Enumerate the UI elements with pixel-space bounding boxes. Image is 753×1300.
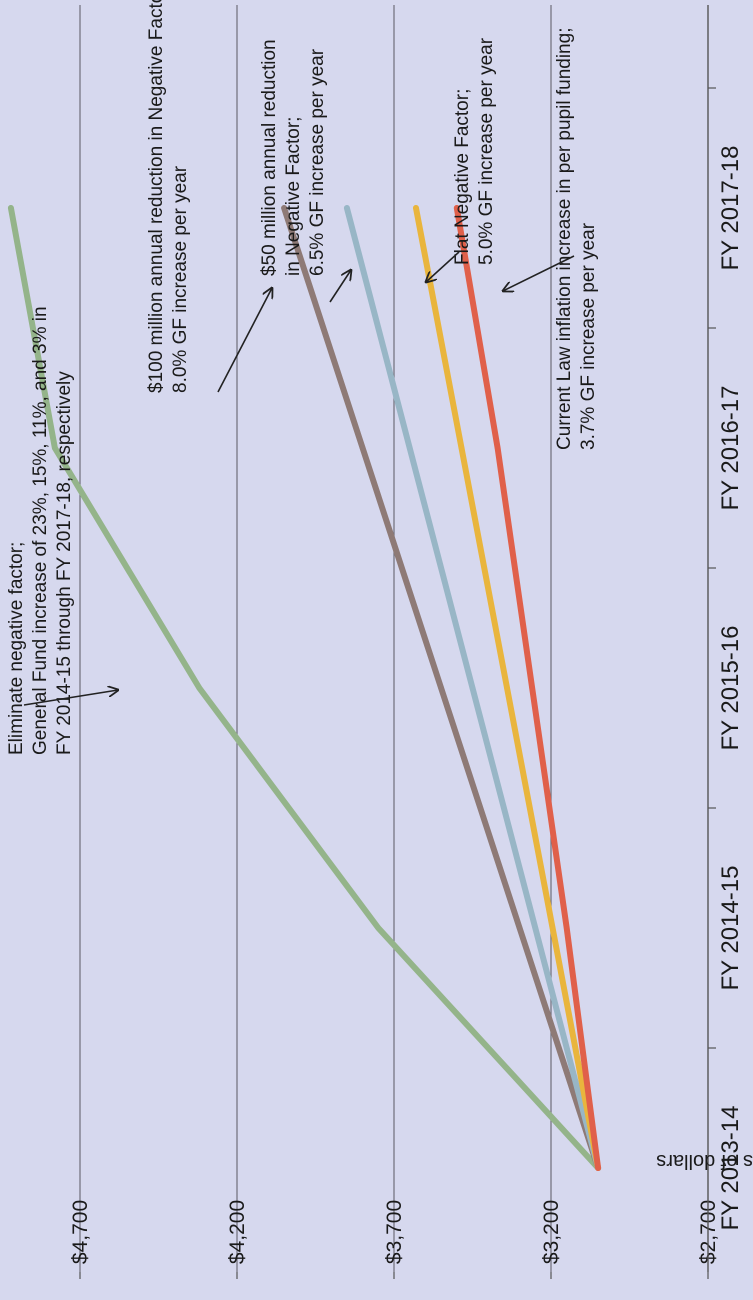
annotation-arrow-current_law (503, 255, 575, 291)
annotation-text-reduce100: $100 million annual reduction in Negativ… (146, 0, 167, 393)
data-point-reduce100 (516, 925, 523, 931)
data-point-current_law (563, 925, 570, 931)
y-tick-label: $3,200 (540, 1200, 563, 1264)
data-point-flat (504, 685, 510, 691)
annotation-text-eliminate: FY 2014-15 through FY 2017-18, respectiv… (54, 371, 75, 755)
annotation-text-eliminate: Eliminate negative factor; (6, 542, 27, 755)
annotation-text-reduce50: $50 million annual reduction (259, 39, 280, 276)
data-point-reduce100 (281, 205, 287, 211)
annotation-arrow-flat (426, 251, 460, 282)
annotation-arrow-reduce50 (329, 270, 351, 303)
data-point-eliminate (375, 925, 382, 931)
annotation-text-eliminate: General Fund increase of 23%, 15%, 11%, … (30, 306, 51, 755)
y-tick-label: $4,700 (69, 1200, 92, 1264)
data-point-eliminate (196, 685, 203, 691)
x-tick-label: FY 2013-14 (717, 1106, 744, 1231)
data-point-reduce100 (359, 445, 366, 451)
data-point-reduce50 (469, 685, 476, 691)
data-point-current_law (454, 205, 460, 211)
annotation-text-flat: Flat Negative Factor; (452, 89, 473, 265)
x-tick-label: FY 2015-16 (717, 626, 744, 751)
y-tick-label: $4,200 (226, 1200, 249, 1264)
data-point-reduce100 (438, 685, 444, 691)
x-tick-label: FY 2017-18 (717, 146, 744, 271)
data-point-reduce50 (406, 445, 413, 451)
y-axis-title: Millions of dollars (656, 1150, 753, 1172)
annotation-arrow-eliminate (23, 690, 118, 706)
annotation-text-reduce50: 6.5% GF increase per year (307, 48, 328, 276)
annotation-text-reduce50: in Negative Factor; (283, 117, 304, 276)
annotation-text-current_law: Current Law inflation increase in per pu… (554, 28, 575, 450)
annotation-text-current_law: 3.7% GF increase per year (578, 222, 599, 450)
data-point-flat (458, 445, 465, 451)
x-tick-label: FY 2014-15 (717, 866, 744, 991)
x-tick-label: FY 2016-17 (717, 386, 744, 511)
data-point-flat (413, 205, 419, 211)
annotation-arrow-reduce100 (217, 288, 272, 393)
data-point-reduce50 (532, 925, 539, 931)
data-point-eliminate (52, 445, 58, 451)
data-point-current_law (494, 445, 501, 451)
data-point-current_law (529, 685, 535, 691)
data-point-current_law (595, 1165, 601, 1171)
annotation-text-flat: 5.0% GF increase per year (476, 37, 497, 265)
data-point-reduce50 (344, 205, 350, 211)
annotation-text-reduce100: 8.0% GF increase per year (170, 165, 191, 393)
data-point-flat (549, 925, 556, 931)
series-line-current_law (453, 205, 602, 1171)
y-tick-label: $3,700 (383, 1200, 406, 1264)
data-point-eliminate (8, 205, 14, 211)
